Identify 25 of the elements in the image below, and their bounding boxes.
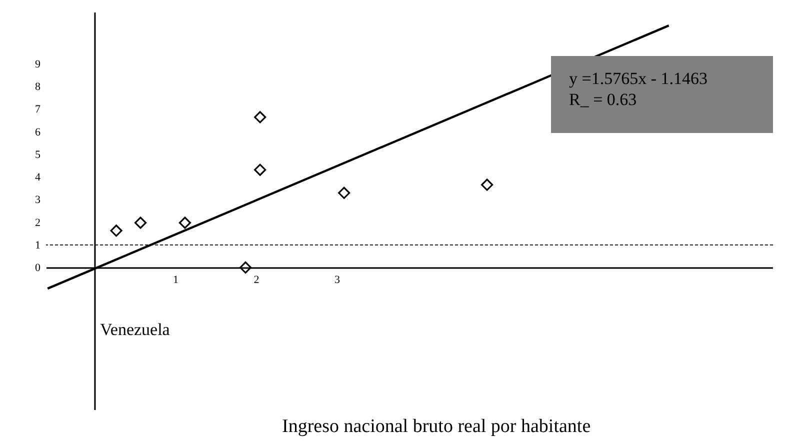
y-tick-label: 1 (35, 239, 40, 252)
y-tick-label: 9 (35, 58, 41, 71)
annotation: R_ = 0.63 (569, 89, 638, 110)
point (239, 261, 252, 274)
x-axis-title: Ingreso nacional bruto real por habitante (282, 416, 591, 438)
point (134, 216, 147, 229)
point (481, 178, 494, 191)
y-tick-label: 0 (35, 262, 41, 274)
y-tick-label: 7 (35, 104, 41, 116)
y-tick-label: 6 (35, 126, 41, 138)
point (178, 216, 191, 229)
y-tick-label: 5 (35, 148, 41, 161)
y-tick-label: 3 (35, 194, 41, 206)
point (110, 224, 122, 237)
y-tick-label: 4 (35, 172, 41, 184)
x-tick-label: 2 (254, 274, 260, 286)
x-tick-label: 3 (334, 274, 341, 286)
point (254, 164, 266, 176)
annotation: y =1.5765x - 1.1463 (569, 68, 708, 89)
y-tick-label: 8 (35, 81, 41, 94)
y-tick-label: 2 (35, 216, 40, 229)
point (338, 186, 350, 199)
point (254, 111, 266, 124)
x-tick-label: 1 (172, 274, 178, 286)
annotation: Venezuela (100, 320, 170, 340)
